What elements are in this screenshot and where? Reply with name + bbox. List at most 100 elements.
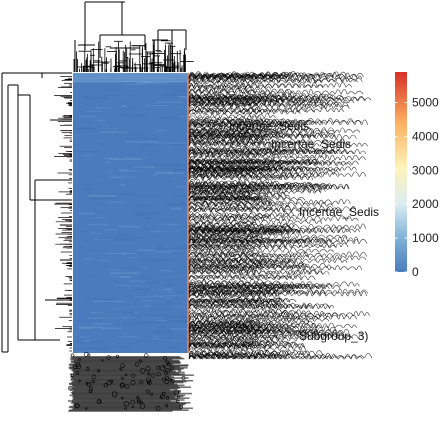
column-label-glyphs — [72, 384, 185, 387]
heatmap-cell — [167, 279, 183, 281]
heatmap-cell — [86, 110, 102, 112]
column-label-glyphs — [72, 391, 181, 393]
column-label-glyphs — [91, 379, 95, 384]
heatmap-cell — [84, 240, 89, 242]
column-label-glyphs — [69, 405, 183, 408]
heatmap-cell — [149, 322, 173, 324]
column-label-glyphs — [88, 389, 93, 394]
heatmap-cell — [155, 129, 168, 132]
heatmap-cell — [145, 259, 170, 261]
column-label-glyphs — [71, 392, 192, 395]
heatmap-cell — [79, 116, 97, 117]
column-label-glyphs — [70, 356, 182, 359]
heatmap-cell — [151, 331, 174, 334]
column-label-glyphs — [78, 358, 81, 361]
column-label-glyphs — [73, 379, 193, 382]
column-label-glyphs — [103, 383, 108, 388]
heatmap-cell — [104, 89, 124, 91]
row-label-glyphs — [188, 268, 323, 275]
column-label-glyphs — [170, 366, 175, 371]
heatmap-cell — [90, 312, 123, 314]
heatmap-cell — [153, 268, 159, 270]
heatmap-cell — [96, 347, 100, 349]
column-label-glyphs — [70, 375, 171, 377]
row-label-glyphs — [188, 335, 304, 342]
column-label-glyphs — [71, 369, 173, 372]
row-label-glyphs — [188, 283, 303, 289]
row-label-glyphs — [188, 122, 306, 128]
heatmap-cell — [171, 269, 178, 271]
heatmap-cell — [114, 133, 144, 136]
heatmap-cell — [150, 181, 175, 183]
column-label-glyphs — [106, 380, 112, 386]
column-label-glyphs — [69, 373, 185, 376]
column-label-glyphs — [97, 369, 101, 373]
column-label-glyphs — [176, 395, 180, 399]
heatmap-cell — [169, 337, 187, 339]
heatmap-cell — [110, 272, 139, 274]
heatmap-cell — [185, 187, 187, 190]
column-label-glyphs — [165, 404, 169, 408]
column-label-glyphs — [73, 402, 187, 405]
heatmap-cell — [100, 128, 117, 130]
column-label-glyphs — [71, 377, 189, 379]
column-label-glyphs — [131, 373, 136, 378]
heatmap-cell — [131, 289, 153, 291]
heatmap-cell — [178, 115, 187, 117]
heatmap-cell — [103, 229, 117, 231]
heatmap-cell — [160, 117, 179, 119]
heatmap-cell — [79, 336, 90, 338]
heatmap-cell — [176, 113, 187, 115]
heatmap-cell — [98, 259, 110, 262]
column-label-glyphs — [91, 374, 97, 380]
column-label-glyphs — [163, 356, 168, 361]
heatmap-cell — [161, 94, 187, 96]
heatmap-cell — [140, 300, 166, 302]
heatmap-cell — [83, 188, 94, 191]
colorbar-tick-label: 2000 — [412, 197, 439, 211]
heatmap-cell — [81, 340, 90, 342]
heatmap-cell — [180, 242, 187, 244]
column-label-glyphs — [87, 353, 91, 357]
heatmap-cell — [123, 157, 148, 159]
heatmap-cell — [73, 74, 187, 76]
row-label-glyphs — [188, 83, 252, 90]
column-label-glyphs — [147, 372, 151, 376]
heatmap-cell — [125, 186, 132, 187]
column-label-glyphs — [71, 361, 181, 364]
heatmap-cell — [147, 141, 154, 143]
heatmap-cells — [73, 73, 187, 354]
row-label-glyphs — [188, 261, 279, 268]
row-label-glyphs — [188, 72, 299, 78]
column-label-glyphs — [130, 399, 136, 405]
heatmap-cell — [123, 301, 132, 303]
heatmap-cell — [122, 299, 127, 300]
column-label-glyphs — [73, 397, 190, 399]
heatmap-cell — [165, 261, 169, 263]
heatmap-cell — [73, 77, 187, 79]
heatmap-cell — [93, 323, 112, 325]
row-label-glyphs — [188, 278, 281, 285]
column-label-glyphs — [69, 368, 184, 370]
heatmap-cell — [98, 106, 113, 108]
row-label-glyphs — [188, 235, 263, 240]
row-label: Incertae_Sedis — [229, 119, 309, 133]
column-label-glyphs — [73, 395, 184, 398]
heatmap-cell — [119, 94, 127, 97]
heatmap-cell — [153, 295, 185, 297]
heatmap-cell — [108, 158, 141, 160]
column-label-glyphs — [150, 373, 156, 378]
row-label-glyphs — [188, 340, 260, 346]
row-label-glyphs — [188, 307, 289, 314]
row-label-glyphs — [188, 288, 368, 294]
column-label-glyphs — [70, 391, 180, 394]
heatmap-cell — [133, 316, 142, 318]
heatmap-cell — [75, 341, 102, 343]
heatmap-cell — [136, 321, 151, 323]
heatmap-cell — [80, 259, 98, 260]
heatmap-cell — [167, 202, 187, 204]
column-label-glyphs — [161, 391, 166, 396]
column-label-glyphs — [69, 409, 189, 411]
heatmap-cell — [135, 214, 151, 216]
heatmap-cell — [117, 322, 145, 325]
